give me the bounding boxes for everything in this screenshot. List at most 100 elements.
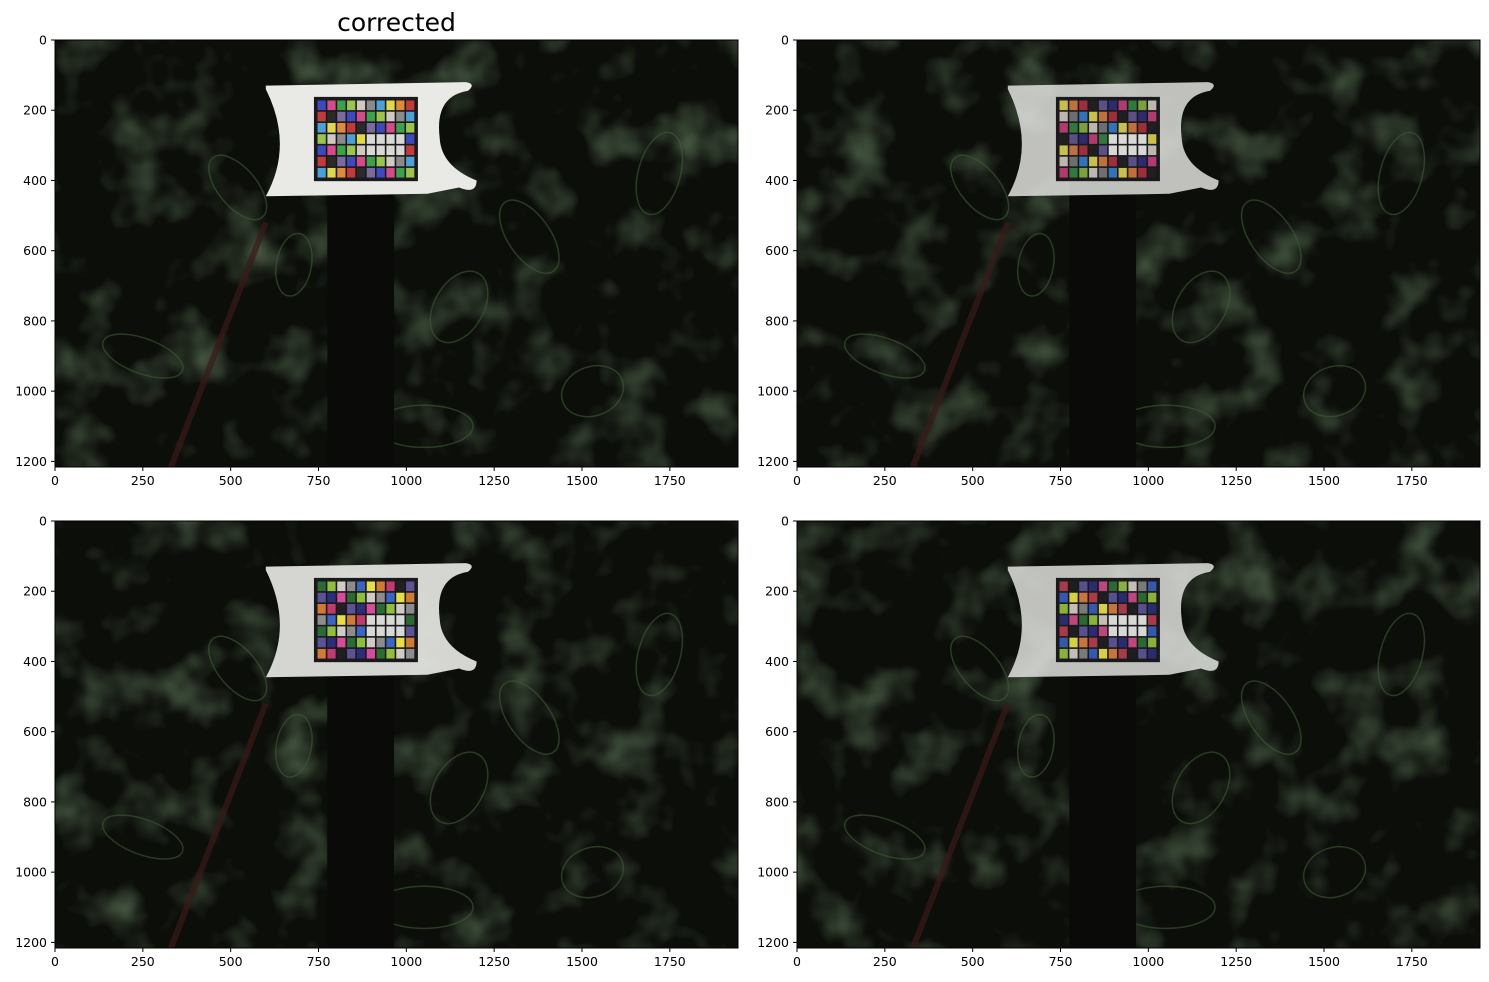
color-patch: [386, 167, 395, 178]
image-panel: [797, 40, 1480, 467]
color-patch: [1059, 592, 1068, 603]
color-patch: [1098, 615, 1108, 625]
subplot-title: corrected: [337, 8, 456, 37]
color-patch: [1069, 156, 1078, 167]
color-patch: [396, 648, 405, 659]
color-patch: [327, 626, 336, 637]
color-patch: [406, 134, 415, 144]
color-patch: [1069, 167, 1078, 178]
color-patch: [1108, 637, 1117, 648]
color-patch: [366, 626, 375, 637]
color-patch: [1079, 134, 1088, 144]
color-patch: [1108, 626, 1117, 637]
color-patch: [1079, 626, 1088, 637]
subplot-4: 0 250 500 750 1000 1250 1500 1750 0 200 400 600 800 1…: [757, 514, 1481, 969]
stem-shape: [910, 702, 1011, 948]
color-patch: [1138, 592, 1147, 603]
color-patch: [1138, 111, 1147, 122]
color-patch: [386, 603, 395, 614]
x-tick-label: 750: [1049, 954, 1073, 969]
leaf-shape: [635, 612, 684, 697]
color-patch: [347, 581, 356, 592]
color-patch: [1108, 648, 1117, 659]
leaf-shape: [429, 751, 489, 825]
color-patch: [1148, 156, 1157, 167]
y-tick-label: 200: [765, 584, 789, 599]
x-tick-label: 1500: [1308, 954, 1340, 969]
color-patch: [1089, 100, 1098, 111]
stem-shape: [910, 221, 1011, 467]
x-tick-label: 250: [873, 954, 897, 969]
color-patch: [406, 156, 415, 167]
y-tick-label: 200: [23, 584, 47, 599]
x-tick-label: 1500: [1308, 473, 1340, 488]
color-patch: [396, 145, 405, 156]
image-panel: [55, 40, 738, 467]
color-patch: [1108, 615, 1117, 625]
leaf-shape: [1240, 199, 1302, 274]
color-patch: [356, 134, 366, 144]
color-patch: [356, 648, 366, 659]
leaf-shape: [950, 635, 1010, 702]
color-patch: [356, 167, 366, 178]
color-patch: [1118, 134, 1127, 144]
x-tick-label: 1000: [1132, 473, 1164, 488]
x-tick-label: 1000: [1132, 954, 1164, 969]
color-patch: [327, 156, 336, 167]
color-patch: [347, 156, 356, 167]
color-patch: [356, 156, 366, 167]
color-patch: [386, 122, 395, 133]
color-patch: [1089, 648, 1098, 659]
color-patch: [1128, 134, 1137, 144]
color-patch: [1128, 145, 1137, 156]
color-patch: [1089, 111, 1098, 122]
color-patch: [356, 637, 366, 648]
dark-post: [327, 178, 395, 467]
color-patch: [376, 626, 385, 637]
color-patch: [1108, 603, 1117, 614]
color-patch: [396, 637, 405, 648]
color-patch: [327, 100, 336, 111]
color-patch: [1089, 145, 1098, 156]
color-patch: [376, 637, 385, 648]
y-tick-label: 600: [765, 724, 789, 739]
x-tick-label: 1000: [390, 954, 422, 969]
color-patch: [1089, 156, 1098, 167]
color-patch: [317, 615, 326, 625]
color-patch: [1108, 100, 1117, 111]
y-tick-label: 200: [23, 103, 47, 118]
color-patch: [317, 122, 326, 133]
color-patch: [1079, 615, 1088, 625]
color-patch: [1138, 167, 1147, 178]
color-patch: [1118, 122, 1127, 133]
color-patch: [406, 167, 415, 178]
y-tick-label: 1000: [15, 384, 47, 399]
x-tick-label: 1750: [654, 954, 686, 969]
axes-frame: [54, 520, 739, 949]
color-patch: [356, 603, 366, 614]
color-patch: [406, 592, 415, 603]
color-patch: [1079, 581, 1088, 592]
x-tick-label: 0: [51, 954, 59, 969]
color-patch: [366, 134, 375, 144]
color-patch: [347, 592, 356, 603]
color-patch: [1128, 615, 1137, 625]
color-patch: [1098, 626, 1108, 637]
color-patch: [317, 156, 326, 167]
y-tick-label: 1000: [15, 865, 47, 880]
color-patch: [347, 111, 356, 122]
color-patch: [396, 134, 405, 144]
color-patch: [347, 637, 356, 648]
color-patch: [356, 581, 366, 592]
color-patch: [366, 581, 375, 592]
color-patch: [337, 100, 346, 111]
x-tick-label: 750: [307, 954, 331, 969]
color-patch: [347, 615, 356, 625]
color-patch: [1138, 145, 1147, 156]
leaf-shape: [1302, 364, 1367, 418]
color-patch: [1148, 592, 1157, 603]
color-patch: [366, 648, 375, 659]
color-patch: [376, 134, 385, 144]
color-patch: [1069, 626, 1078, 637]
axes-frame: [796, 520, 1481, 949]
